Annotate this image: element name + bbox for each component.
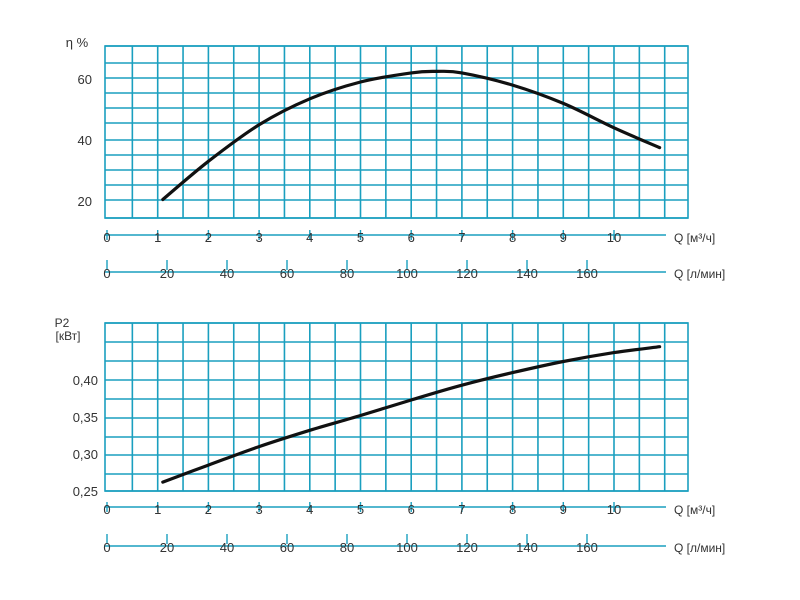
chart2-ylabel-line1: P2 xyxy=(55,316,70,330)
chart2-axis-m3h-label-10: 10 xyxy=(607,502,621,517)
chart2-axis-m3h-label-0: 0 xyxy=(103,502,110,517)
chart2-axis-lpm-label-6: 120 xyxy=(456,540,478,555)
chart2-axis-lpm-label-3: 60 xyxy=(280,540,294,555)
chart2-axis-lpm-title: Q [л/мин] xyxy=(674,541,725,555)
chart2-curve xyxy=(161,345,662,484)
chart2-axis-lpm-label-1: 20 xyxy=(160,540,174,555)
chart1-axis-m3h-label-5: 5 xyxy=(357,230,364,245)
chart1-frame xyxy=(104,45,689,219)
chart2-frame xyxy=(104,322,689,492)
chart2-axis-lpm-label-0: 0 xyxy=(103,540,110,555)
chart2-axis-m3h-label-4: 4 xyxy=(306,502,313,517)
chart1-axis-m3h-label-9: 9 xyxy=(560,230,567,245)
chart1-axis-lpm-label-1: 20 xyxy=(160,266,174,281)
chart2-axis-lpm-label-2: 40 xyxy=(220,540,234,555)
chart2-axis-m3h-label-2: 2 xyxy=(205,502,212,517)
chart2-ytick-2: 0,35 xyxy=(73,410,98,425)
chart1-axis-lpm-label-0: 0 xyxy=(103,266,110,281)
chart1-ytick-0: 20 xyxy=(78,194,92,209)
chart1-axis-lpm-title: Q [л/мин] xyxy=(674,267,725,281)
chart1-axis-lpm-label-2: 40 xyxy=(220,266,234,281)
chart1-axis-m3h-label-7: 7 xyxy=(458,230,465,245)
chart2-axis-m3h-title: Q [м³/ч] xyxy=(674,503,715,517)
chart1-axis-m3h-title: Q [м³/ч] xyxy=(674,231,715,245)
chart1-curve xyxy=(161,69,662,202)
chart1-axis-m3h-label-8: 8 xyxy=(509,230,516,245)
chart2-ytick-1: 0,30 xyxy=(73,447,98,462)
chart2-axis-lpm-label-7: 140 xyxy=(516,540,538,555)
chart2-axis-m3h-label-3: 3 xyxy=(255,502,262,517)
chart1-axis-lpm-label-5: 100 xyxy=(396,266,418,281)
chart2-ytick-0: 0,25 xyxy=(73,484,98,499)
chart2-axis-lpm-label-5: 100 xyxy=(396,540,418,555)
chart2-ytick-3: 0,40 xyxy=(73,373,98,388)
chart1-axis-m3h-label-1: 1 xyxy=(154,230,161,245)
chart1-axis-m3h-label-3: 3 xyxy=(255,230,262,245)
chart2-axis-m3h-label-5: 5 xyxy=(357,502,364,517)
chart1-axis-m3h-label-4: 4 xyxy=(306,230,313,245)
chart2-axis-lpm-label-4: 80 xyxy=(340,540,354,555)
chart1-ylabel: η % xyxy=(66,35,89,50)
chart2-axis-m3h-label-8: 8 xyxy=(509,502,516,517)
chart2-axis-m3h-label-9: 9 xyxy=(560,502,567,517)
chart2-ylabel-line2: [кВт] xyxy=(55,329,80,343)
chart1-axis-m3h-label-10: 10 xyxy=(607,230,621,245)
chart2-axis-lpm-label-8: 160 xyxy=(576,540,598,555)
chart1-axis-m3h-label-6: 6 xyxy=(408,230,415,245)
chart1-axis-lpm-label-4: 80 xyxy=(340,266,354,281)
chart2-axis-m3h-label-6: 6 xyxy=(408,502,415,517)
chart1-axis-lpm-label-3: 60 xyxy=(280,266,294,281)
chart2-axis-m3h-label-7: 7 xyxy=(458,502,465,517)
chart1-axis-lpm-label-7: 140 xyxy=(516,266,538,281)
chart1-axis-lpm-label-6: 120 xyxy=(456,266,478,281)
chart1-axis-m3h-label-2: 2 xyxy=(205,230,212,245)
chart1-axis-m3h-label-0: 0 xyxy=(103,230,110,245)
chart2-axis-m3h-label-1: 1 xyxy=(154,502,161,517)
chart1-axis-lpm-label-8: 160 xyxy=(576,266,598,281)
chart1-ytick-2: 60 xyxy=(78,72,92,87)
chart1-ytick-1: 40 xyxy=(78,133,92,148)
